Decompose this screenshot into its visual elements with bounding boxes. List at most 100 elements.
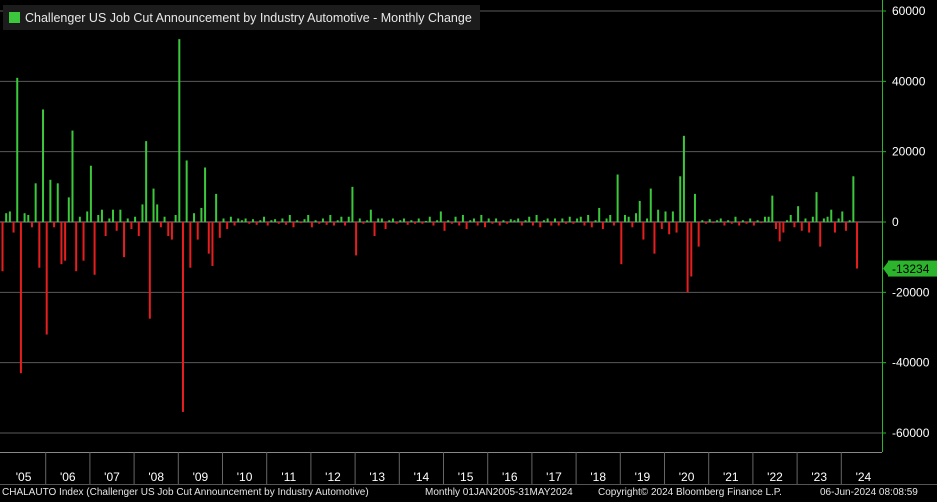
y-tick-label: 60000 <box>892 4 926 18</box>
bar <box>318 222 321 224</box>
bar <box>819 222 822 247</box>
bar <box>520 222 523 226</box>
bar <box>830 209 833 222</box>
bar <box>244 218 247 222</box>
bar <box>156 204 159 222</box>
bar <box>42 109 45 222</box>
x-tick-label: '20 <box>679 470 695 484</box>
footer-copyright: Copyright© 2024 Bloomberg Finance L.P. <box>598 487 782 498</box>
bar <box>432 222 435 226</box>
bar <box>491 222 494 224</box>
bar <box>112 209 114 222</box>
bar <box>756 220 759 222</box>
bar <box>642 222 645 240</box>
bar <box>539 222 542 228</box>
bar <box>310 222 313 228</box>
bar <box>826 216 829 222</box>
bar <box>174 214 177 222</box>
bar <box>410 220 413 222</box>
bar <box>708 219 711 222</box>
bar <box>229 216 232 222</box>
bar <box>406 222 409 225</box>
bar <box>303 219 306 222</box>
bar <box>263 216 266 222</box>
bar <box>660 222 663 230</box>
bar <box>782 222 785 233</box>
bar <box>469 220 472 222</box>
bar <box>38 222 41 268</box>
bar <box>804 218 807 222</box>
bar <box>705 222 708 224</box>
bar <box>594 220 597 222</box>
bar <box>775 222 777 230</box>
legend-swatch <box>9 12 20 23</box>
bar <box>447 220 450 222</box>
bar <box>841 211 844 222</box>
bar <box>170 222 173 240</box>
bar <box>329 214 332 222</box>
bar <box>159 222 162 228</box>
bar <box>425 220 428 222</box>
bar <box>852 176 855 222</box>
last-value-box <box>888 260 937 277</box>
bar <box>366 220 369 222</box>
bar <box>697 222 700 247</box>
bar <box>336 220 339 222</box>
bar <box>609 214 612 222</box>
bar <box>152 188 155 222</box>
y-tick-label: -60000 <box>892 426 930 440</box>
bar <box>605 218 608 222</box>
bar <box>844 222 847 231</box>
bar <box>587 214 590 222</box>
x-tick-label: '09 <box>193 470 209 484</box>
bar <box>56 183 59 222</box>
chart-title-box: Challenger US Job Cut Announcement by In… <box>3 5 480 30</box>
bar <box>561 218 564 222</box>
bar <box>204 167 207 222</box>
bar <box>822 218 825 222</box>
x-tick-label: '10 <box>237 470 253 484</box>
x-tick-label: '05 <box>16 470 32 484</box>
bar <box>800 222 803 231</box>
bar <box>620 222 623 265</box>
bar <box>30 222 33 228</box>
bar <box>270 220 273 222</box>
bar <box>653 222 656 254</box>
bar <box>734 216 737 222</box>
bar <box>439 211 442 222</box>
bar <box>856 222 859 269</box>
bar <box>27 214 30 222</box>
footer-ticker: CHALAUTO Index (Challenger US Job Cut An… <box>2 487 369 498</box>
bar <box>528 216 531 222</box>
x-tick-label: '14 <box>414 470 430 484</box>
bar <box>590 222 593 228</box>
bar <box>369 209 372 222</box>
bar <box>524 220 527 222</box>
bar <box>97 214 100 222</box>
x-tick-label: '08 <box>148 470 164 484</box>
bar <box>793 222 796 228</box>
bar <box>749 218 752 222</box>
bar <box>1 222 4 272</box>
bar <box>207 222 210 254</box>
bar <box>686 222 689 293</box>
bar <box>285 222 288 225</box>
bar <box>668 222 671 235</box>
footer-period: Monthly 01JAN2005-31MAY2024 <box>425 487 573 498</box>
bar <box>314 220 317 222</box>
bar <box>635 213 638 222</box>
bar <box>288 214 291 222</box>
x-tick-label: '23 <box>811 470 827 484</box>
bar <box>137 222 140 237</box>
bar <box>45 222 48 335</box>
bar <box>321 218 324 222</box>
bar <box>307 214 310 222</box>
bar <box>104 222 107 237</box>
x-tick-label: '15 <box>458 470 474 484</box>
bar <box>399 220 402 222</box>
bar <box>391 218 394 222</box>
bar <box>461 214 464 222</box>
bar <box>233 222 236 226</box>
bar <box>833 222 836 233</box>
bar <box>712 222 715 224</box>
